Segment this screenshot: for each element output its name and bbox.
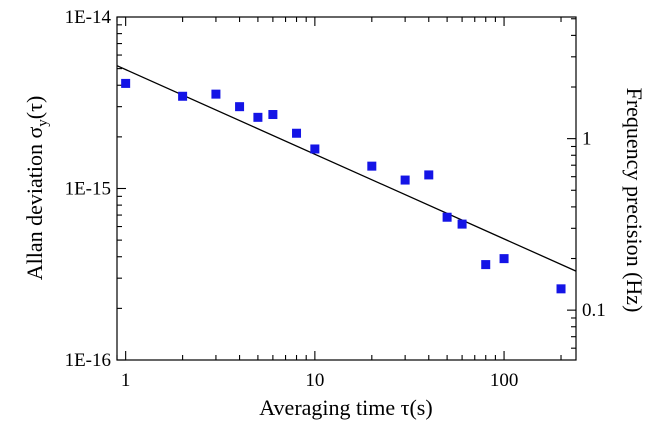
data-point bbox=[310, 144, 320, 154]
fit-line-group bbox=[116, 65, 577, 272]
data-point bbox=[235, 102, 245, 112]
y-tick-label: 1E-15 bbox=[65, 179, 111, 200]
x-axis-title: Averaging time τ(s) bbox=[259, 395, 432, 420]
data-point bbox=[424, 170, 434, 180]
data-point bbox=[400, 175, 410, 185]
data-point bbox=[442, 212, 452, 222]
fit-line bbox=[116, 65, 577, 272]
y-axis-title: Allan deviation σy(τ) bbox=[22, 96, 51, 281]
y-axis-title-main: Allan deviation σ bbox=[22, 127, 47, 281]
y2-tick-label: 1 bbox=[582, 129, 592, 150]
y2-axis-title: Frequency precision (Hz) bbox=[622, 88, 646, 313]
data-point bbox=[268, 110, 278, 120]
x-tick-label: 10 bbox=[305, 370, 324, 391]
data-point bbox=[499, 254, 509, 264]
data-point bbox=[367, 161, 377, 171]
plot-frame bbox=[116, 16, 577, 361]
y-tick-label: 1E-16 bbox=[65, 350, 111, 371]
x-tick-label: 1 bbox=[121, 370, 131, 391]
data-point bbox=[121, 78, 131, 88]
data-point bbox=[178, 91, 188, 101]
x-tick-label: 100 bbox=[490, 370, 519, 391]
data-point bbox=[457, 219, 467, 229]
y-tick-label: 1E-14 bbox=[65, 7, 112, 28]
data-point bbox=[211, 89, 221, 99]
y2-tick-label: 0.1 bbox=[582, 300, 606, 321]
data-point bbox=[292, 128, 302, 138]
data-point bbox=[481, 260, 491, 270]
axis-ticks: 1 10 100 1E-16 1E-15 1E-14 0.1 1 bbox=[65, 7, 606, 391]
data-markers bbox=[121, 78, 566, 294]
y-axis-title-tail: (τ) bbox=[22, 96, 47, 120]
y-axis-title-subscript: y bbox=[35, 119, 51, 127]
data-point bbox=[556, 284, 566, 294]
data-point bbox=[253, 112, 263, 122]
